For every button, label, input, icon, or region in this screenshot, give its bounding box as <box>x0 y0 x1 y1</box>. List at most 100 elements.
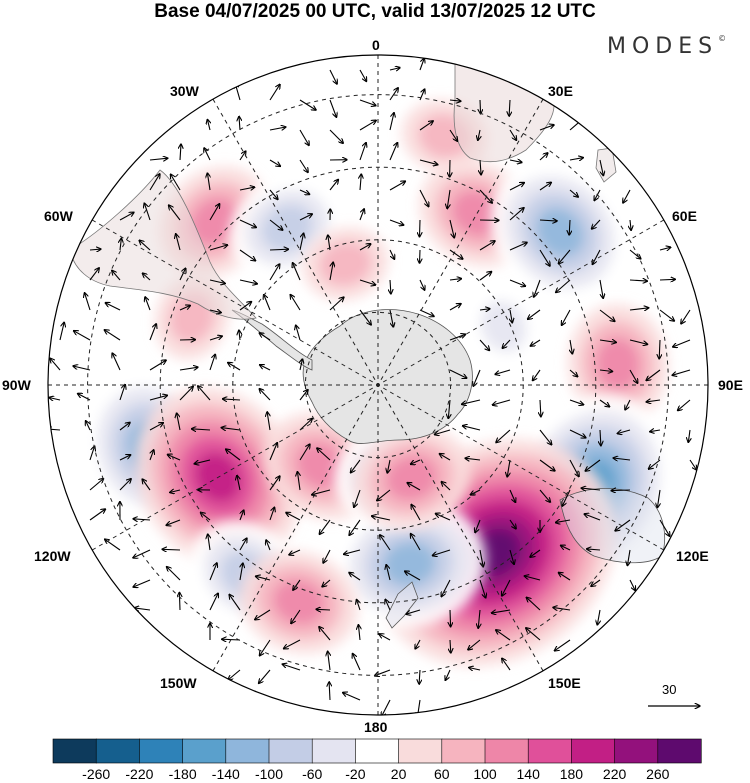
wind-arrow <box>228 669 241 680</box>
wind-arrow <box>255 576 271 581</box>
wind-arrow <box>509 129 517 140</box>
wind-arrow <box>359 143 366 161</box>
wind-arrow <box>419 121 433 131</box>
modes-logo: MODES© <box>607 34 726 59</box>
wind-vectors <box>48 58 697 715</box>
wind-arrow <box>558 573 571 581</box>
wind-arrow <box>359 244 371 251</box>
wind-arrow <box>119 422 130 431</box>
wind-arrow <box>479 339 490 351</box>
wind-arrow <box>406 609 421 614</box>
wind-arrow <box>269 189 278 200</box>
anomaly-center-5 <box>567 304 669 424</box>
wind-arrow <box>447 189 450 209</box>
wind-arrow <box>534 279 541 297</box>
new-zealand <box>385 581 419 629</box>
wind-arrow <box>49 398 61 401</box>
wind-arrow <box>144 203 151 221</box>
wind-arrow <box>496 630 511 641</box>
colorbar-swatch <box>614 738 659 764</box>
wind-arrow <box>351 459 361 473</box>
wind-arrow <box>149 324 156 341</box>
colorbar-tick-label: -20 <box>345 766 366 782</box>
wind-arrow <box>592 249 601 265</box>
wind-arrow <box>678 399 691 411</box>
wind-arrow <box>584 514 601 521</box>
wind-arrow <box>167 455 181 461</box>
wind-arrow <box>597 609 600 625</box>
wind-arrow <box>149 450 154 461</box>
wind-arrow <box>648 459 661 469</box>
wind-arrow <box>479 272 492 281</box>
wind-arrow <box>615 519 631 531</box>
colorbar-swatch <box>225 738 270 764</box>
wind-arrow <box>599 279 603 298</box>
wind-arrow <box>509 549 514 565</box>
wind-arrow <box>599 309 615 321</box>
wind-arrow <box>479 241 495 251</box>
wind-arrow <box>329 129 343 143</box>
wind-arrow <box>229 594 241 611</box>
wind-arrow <box>317 448 331 461</box>
wind-arrow <box>240 563 243 581</box>
wind-arrow <box>329 69 337 84</box>
wind-arrow <box>581 488 601 490</box>
wind-arrow <box>282 664 301 671</box>
wind-arrow <box>562 309 571 325</box>
wind-arrow <box>149 395 168 401</box>
wind-arrow <box>222 399 241 400</box>
wind-arrow <box>198 386 211 401</box>
wind-arrow <box>166 519 181 525</box>
wind-arrow <box>629 339 648 344</box>
wind-arrow <box>299 189 310 194</box>
wind-arrow <box>359 69 367 82</box>
wind-arrow <box>176 234 181 251</box>
wind-arrow <box>237 475 240 491</box>
wind-arrow <box>389 309 393 327</box>
wind-arrow <box>89 509 106 521</box>
wind-arrow <box>478 609 480 628</box>
wind-arrow <box>509 519 516 529</box>
wind-arrow <box>149 423 163 431</box>
wind-arrow <box>162 549 181 550</box>
wind-arrow <box>264 295 271 311</box>
wind-arrow <box>209 310 221 313</box>
wind-arrow <box>569 459 579 477</box>
wind-arrow <box>539 489 550 502</box>
wind-arrow <box>329 682 330 701</box>
wind-arrow <box>194 459 211 464</box>
copyright-mark: © <box>718 34 727 43</box>
wind-arrow <box>411 504 421 521</box>
wind-arrow <box>659 519 670 536</box>
wind-arrow <box>407 483 421 491</box>
colorbar <box>52 738 702 764</box>
wind-arrow <box>291 609 301 624</box>
wind-arrow <box>449 279 462 280</box>
wind-arrow <box>290 295 301 311</box>
wind-arrow <box>381 699 391 715</box>
colorbar-swatch <box>139 738 184 764</box>
colorbar-swatch <box>527 738 573 764</box>
wind-arrow <box>299 419 312 431</box>
wind-arrow <box>570 339 572 354</box>
wind-arrow <box>319 519 331 534</box>
wind-arrow <box>179 386 193 401</box>
wind-arrow <box>480 159 481 175</box>
wind-arrow <box>659 279 675 280</box>
wind-arrow <box>539 429 552 445</box>
wind-arrow <box>646 400 661 402</box>
wind-arrow <box>142 273 151 281</box>
wind-arrow <box>629 579 635 591</box>
wind-arrow <box>539 249 550 266</box>
wind-arrow <box>479 309 490 310</box>
wind-arrow <box>411 534 421 551</box>
wind-arrow <box>179 268 186 281</box>
wind-arrow <box>410 459 421 464</box>
wind-arrow <box>286 513 301 521</box>
wind-arrow <box>569 189 578 197</box>
wind-arrow <box>385 599 391 611</box>
wind-arrow <box>553 607 571 610</box>
wind-arrow <box>650 430 661 432</box>
wind-arrow <box>449 219 454 238</box>
lon-label-120w: 120W <box>34 548 71 564</box>
